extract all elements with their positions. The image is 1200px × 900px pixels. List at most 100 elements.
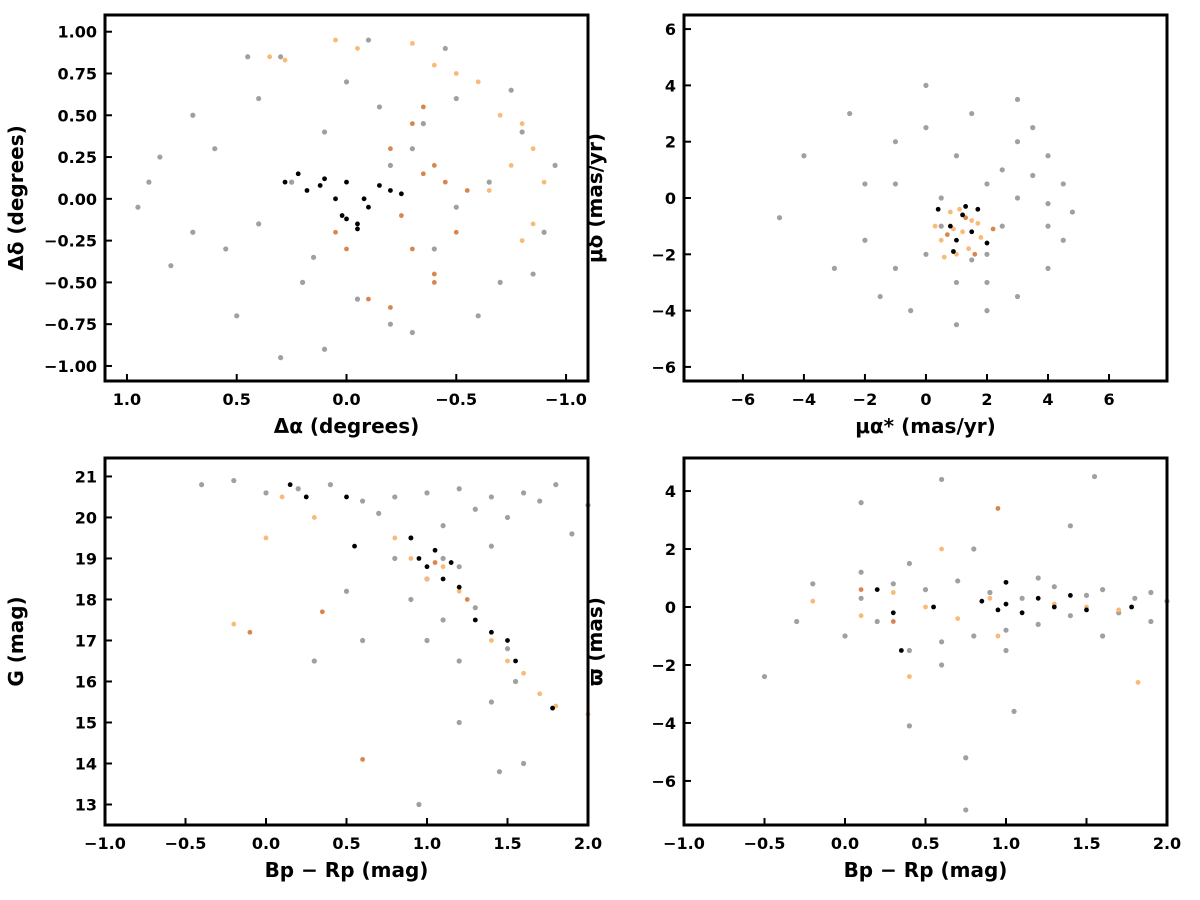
y-tick-label: 2 (665, 133, 676, 152)
x-tick-label: 2 (981, 390, 992, 409)
data-point (847, 110, 853, 117)
data-point (521, 490, 527, 496)
data-point (890, 581, 896, 587)
data-point (366, 204, 371, 210)
axes-frame (682, 456, 1169, 827)
data-point (999, 167, 1005, 173)
data-point (939, 476, 945, 483)
data-point (1051, 604, 1057, 610)
data-point (1045, 153, 1051, 159)
y-tick-label: 4 (665, 76, 676, 95)
data-point (1060, 181, 1066, 187)
data-point (1014, 96, 1021, 103)
data-point (874, 618, 880, 625)
data-point (432, 560, 438, 565)
data-point (453, 204, 459, 210)
data-point (776, 215, 783, 221)
y-tick-label: 21 (75, 467, 97, 486)
data-point (321, 346, 328, 352)
data-point (923, 604, 928, 610)
data-point (984, 279, 990, 286)
data-point (497, 279, 503, 285)
data-point (489, 638, 494, 643)
data-point (995, 633, 1001, 639)
data-point (906, 647, 913, 654)
x-tick-label: −1.0 (84, 834, 126, 853)
data-point (497, 112, 503, 118)
data-point (908, 308, 914, 314)
data-point (464, 188, 470, 193)
data-point (862, 237, 868, 243)
y-tick-label: 1.00 (58, 23, 97, 42)
y-tick-label: 0 (665, 598, 676, 617)
data-point (365, 37, 372, 43)
y-tick-label: 19 (75, 549, 97, 568)
data-point (987, 589, 993, 596)
data-point (190, 112, 196, 118)
data-point (431, 246, 437, 252)
data-point (530, 271, 536, 277)
data-point (553, 482, 559, 488)
y-tick-label: −4 (651, 714, 676, 733)
data-point (907, 674, 912, 679)
data-point (278, 54, 284, 60)
data-point (322, 176, 327, 182)
data-point (352, 543, 357, 549)
y-tick-label: 16 (75, 672, 97, 691)
data-point (978, 235, 984, 240)
data-point (1003, 579, 1009, 585)
data-point (486, 179, 492, 185)
y-tick-label: 17 (75, 631, 97, 650)
data-point (969, 218, 975, 223)
data-point (355, 221, 360, 227)
x-tick-label: 1.0 (413, 834, 441, 853)
y-tick-label: 0.50 (58, 106, 97, 125)
data-point (954, 237, 959, 243)
data-point (1030, 125, 1036, 131)
data-point (388, 305, 393, 310)
data-point (1003, 601, 1009, 607)
data-point (263, 490, 269, 496)
data-point (486, 188, 492, 193)
data-point (890, 619, 896, 624)
data-point (475, 313, 481, 319)
data-point (392, 535, 398, 541)
data-point (969, 229, 975, 235)
data-point (231, 477, 237, 484)
data-point (858, 613, 864, 619)
data-point (431, 271, 437, 277)
x-tick-label: 1.5 (493, 834, 521, 853)
data-point (282, 57, 288, 63)
data-point (995, 607, 1001, 613)
data-point (234, 313, 240, 319)
data-point (299, 279, 306, 285)
data-point (376, 510, 382, 516)
data-point (1019, 610, 1025, 616)
data-point (408, 596, 414, 603)
data-point (456, 719, 462, 726)
data-point (231, 621, 237, 627)
data-point (432, 547, 438, 553)
x-tick-label: −0.5 (744, 834, 786, 853)
data-point (1067, 613, 1073, 619)
data-point (453, 71, 459, 76)
data-point (333, 196, 338, 202)
data-point (1060, 237, 1066, 243)
data-point (892, 265, 899, 271)
data-point (453, 95, 459, 102)
y-tick-label: −2 (651, 656, 676, 675)
data-point (1148, 589, 1154, 596)
data-point (456, 584, 462, 590)
data-point (1135, 679, 1141, 685)
data-point (321, 129, 328, 135)
y-axis-label: G (mag) (4, 596, 28, 686)
data-point (339, 213, 345, 218)
data-point (938, 223, 944, 229)
data-point (388, 146, 393, 152)
data-point (199, 482, 205, 488)
data-point (1100, 633, 1106, 639)
data-point (392, 555, 398, 562)
data-point (1045, 201, 1051, 207)
data-point (440, 523, 446, 529)
x-tick-label: −0.5 (165, 834, 207, 853)
